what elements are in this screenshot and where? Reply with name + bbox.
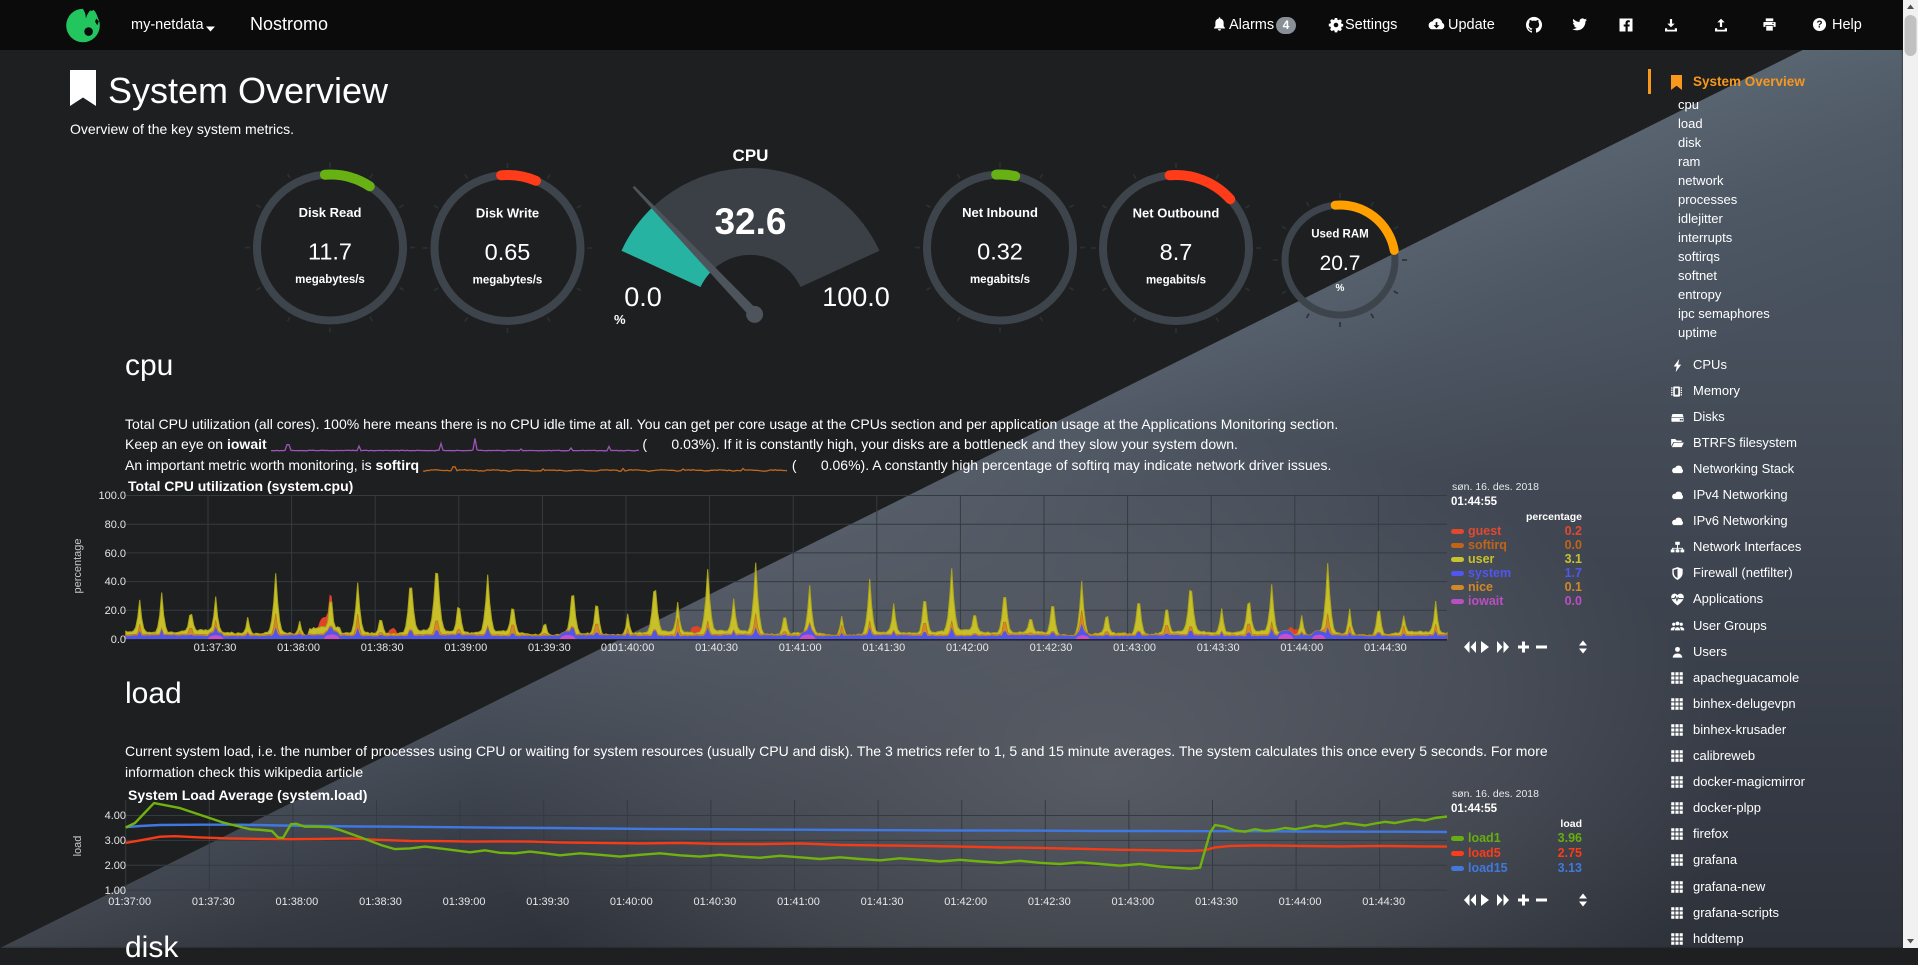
svg-text:Disk Write: Disk Write: [476, 206, 539, 221]
svg-text:0.65: 0.65: [485, 239, 531, 265]
svg-text:CPU: CPU: [733, 146, 769, 165]
svg-text:11.7: 11.7: [308, 238, 352, 264]
svg-text:?: ?: [1816, 20, 1822, 31]
svg-text:100.0: 100.0: [822, 282, 890, 312]
svg-text:Net Outbound: Net Outbound: [1133, 206, 1220, 221]
svg-text:megabits/s: megabits/s: [970, 274, 1030, 286]
svg-text:0.32: 0.32: [977, 238, 1023, 264]
svg-text:megabits/s: megabits/s: [1146, 275, 1206, 287]
svg-text:32.6: 32.6: [714, 201, 786, 242]
svg-text:8.7: 8.7: [1160, 239, 1193, 265]
svg-text:megabytes/s: megabytes/s: [295, 274, 365, 286]
svg-text:megabytes/s: megabytes/s: [473, 275, 543, 287]
svg-text:Disk Read: Disk Read: [299, 205, 362, 220]
svg-text:%: %: [1336, 283, 1345, 294]
svg-text:Used RAM: Used RAM: [1311, 229, 1369, 241]
svg-text:20.7: 20.7: [1320, 252, 1361, 275]
svg-text:Net Inbound: Net Inbound: [962, 205, 1038, 220]
svg-text:%: %: [614, 312, 626, 327]
svg-text:0.0: 0.0: [624, 282, 662, 312]
